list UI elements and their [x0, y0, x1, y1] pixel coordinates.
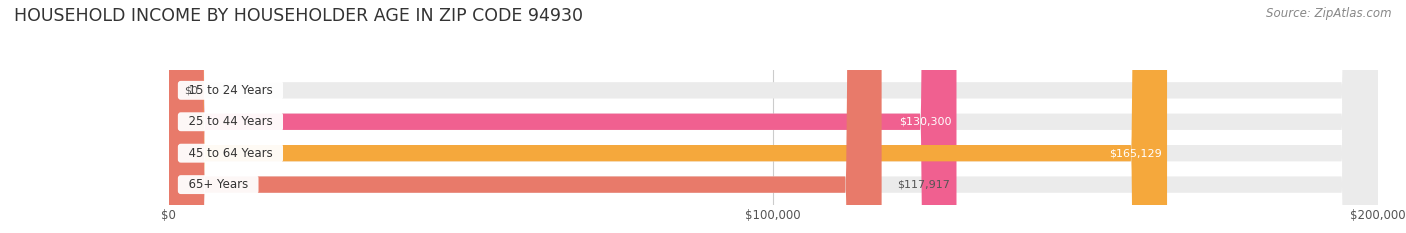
FancyBboxPatch shape [169, 0, 1378, 233]
Text: 25 to 44 Years: 25 to 44 Years [181, 115, 280, 128]
Text: $130,300: $130,300 [900, 117, 952, 127]
FancyBboxPatch shape [169, 0, 956, 233]
Text: 15 to 24 Years: 15 to 24 Years [181, 84, 280, 97]
Text: 65+ Years: 65+ Years [181, 178, 256, 191]
Text: HOUSEHOLD INCOME BY HOUSEHOLDER AGE IN ZIP CODE 94930: HOUSEHOLD INCOME BY HOUSEHOLDER AGE IN Z… [14, 7, 583, 25]
FancyBboxPatch shape [169, 0, 1378, 233]
FancyBboxPatch shape [169, 0, 1378, 233]
FancyBboxPatch shape [169, 0, 1167, 233]
Text: 45 to 64 Years: 45 to 64 Years [181, 147, 280, 160]
Text: $165,129: $165,129 [1109, 148, 1163, 158]
FancyBboxPatch shape [169, 0, 882, 233]
Text: $0: $0 [184, 85, 198, 95]
FancyBboxPatch shape [169, 0, 1378, 233]
Text: $117,917: $117,917 [897, 180, 950, 190]
Text: Source: ZipAtlas.com: Source: ZipAtlas.com [1267, 7, 1392, 20]
